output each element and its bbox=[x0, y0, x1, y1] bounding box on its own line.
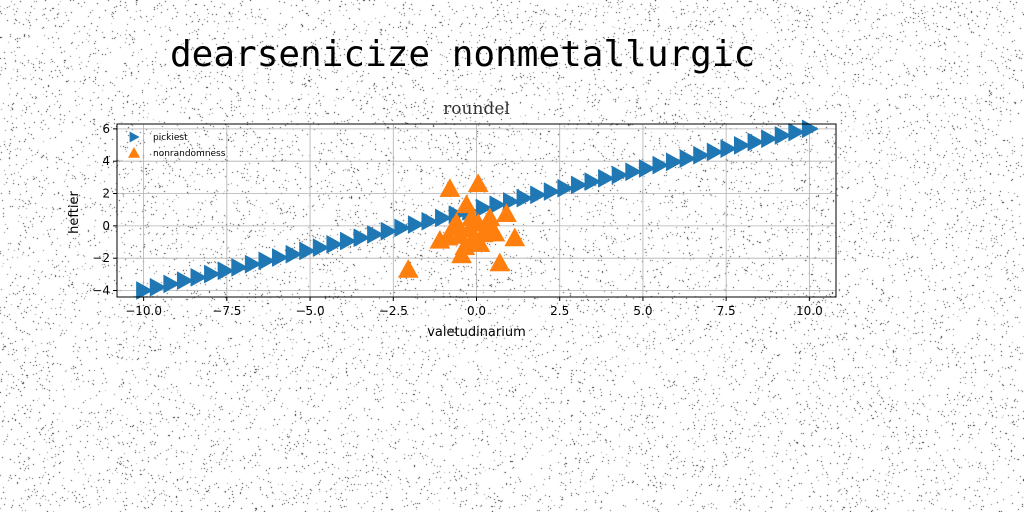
data-point bbox=[190, 267, 208, 287]
chart-title: roundel bbox=[443, 99, 510, 119]
data-point bbox=[489, 195, 507, 215]
y-tick-label: 2 bbox=[102, 187, 110, 201]
data-point bbox=[467, 173, 489, 193]
x-tick-label: −10.0 bbox=[125, 304, 162, 318]
data-point bbox=[176, 271, 194, 291]
data-point bbox=[258, 251, 276, 271]
data-point bbox=[353, 228, 371, 248]
legend-marker bbox=[128, 147, 140, 158]
data-point bbox=[326, 234, 344, 254]
data-point bbox=[204, 264, 222, 284]
data-point bbox=[456, 194, 477, 214]
y-axis-label: heftier bbox=[67, 191, 82, 234]
data-point bbox=[217, 261, 235, 281]
data-point bbox=[706, 142, 724, 162]
data-point bbox=[475, 198, 493, 218]
data-point bbox=[720, 139, 738, 159]
data-point bbox=[272, 248, 290, 267]
data-point bbox=[397, 258, 419, 278]
data-point bbox=[285, 244, 303, 264]
data-point bbox=[679, 149, 697, 168]
y-tick-label: −2 bbox=[92, 251, 110, 265]
data-point bbox=[516, 188, 534, 208]
series-pickiest bbox=[136, 119, 819, 300]
data-point bbox=[666, 152, 684, 172]
y-tick-label: −4 bbox=[92, 284, 110, 298]
legend-label: pickiest bbox=[153, 133, 188, 143]
y-tick-label: 4 bbox=[102, 154, 110, 168]
data-point bbox=[652, 155, 670, 175]
x-axis-label: valetudinarium bbox=[427, 325, 526, 340]
data-point bbox=[407, 215, 425, 234]
data-point bbox=[761, 129, 779, 149]
data-point bbox=[421, 211, 439, 231]
data-point bbox=[367, 225, 385, 244]
data-point bbox=[442, 216, 464, 236]
data-point bbox=[454, 236, 476, 256]
x-tick-label: −2.5 bbox=[379, 304, 408, 318]
data-point bbox=[570, 175, 588, 195]
data-point bbox=[469, 233, 491, 252]
data-point bbox=[584, 172, 602, 192]
data-point bbox=[747, 132, 765, 152]
legend: pickiest nonrandomness bbox=[128, 131, 226, 159]
data-point bbox=[543, 182, 561, 201]
legend-label: nonrandomness bbox=[153, 149, 226, 159]
x-tick-label: 5.0 bbox=[633, 304, 652, 318]
data-point bbox=[439, 178, 461, 197]
data-point bbox=[801, 119, 819, 139]
data-point bbox=[163, 274, 181, 294]
ticks: −10.0 −7.5 −5.0 −2.5 0.0 2.5 5.0 7.5 10.0 −4 −2 0 2 4… bbox=[92, 122, 822, 318]
data-point bbox=[477, 216, 499, 236]
y-tick-label: 0 bbox=[102, 219, 110, 233]
data-point bbox=[435, 208, 453, 228]
x-tick-label: −7.5 bbox=[212, 304, 241, 318]
data-point bbox=[557, 178, 575, 198]
data-point bbox=[774, 126, 792, 145]
data-point bbox=[299, 241, 317, 261]
data-point bbox=[394, 218, 412, 238]
x-tick-label: 7.5 bbox=[717, 304, 736, 318]
x-tick-label: 2.5 bbox=[550, 304, 569, 318]
y-tick-label: 6 bbox=[102, 122, 110, 136]
data-point bbox=[339, 231, 357, 251]
data-point bbox=[530, 185, 548, 205]
data-point bbox=[496, 203, 517, 222]
data-point bbox=[244, 254, 262, 274]
data-point bbox=[136, 281, 154, 300]
page-title: dearsenicize nonmetallurgic bbox=[170, 34, 756, 75]
data-point bbox=[788, 122, 806, 142]
x-tick-label: 10.0 bbox=[796, 304, 823, 318]
data-point bbox=[231, 258, 249, 277]
series-nonrandomness bbox=[397, 173, 526, 278]
data-point bbox=[693, 145, 711, 165]
data-point bbox=[504, 227, 526, 247]
data-point bbox=[598, 168, 616, 188]
data-point bbox=[733, 135, 751, 155]
legend-marker bbox=[129, 131, 140, 143]
data-point bbox=[149, 277, 167, 297]
data-point bbox=[312, 238, 330, 258]
data-point bbox=[380, 221, 398, 241]
data-point bbox=[611, 165, 629, 185]
plot-area-markers bbox=[136, 119, 819, 300]
data-point bbox=[625, 162, 643, 182]
x-tick-label: −5.0 bbox=[295, 304, 324, 318]
data-point bbox=[489, 252, 511, 272]
data-point bbox=[638, 159, 656, 178]
x-tick-label: 0.0 bbox=[467, 304, 486, 318]
